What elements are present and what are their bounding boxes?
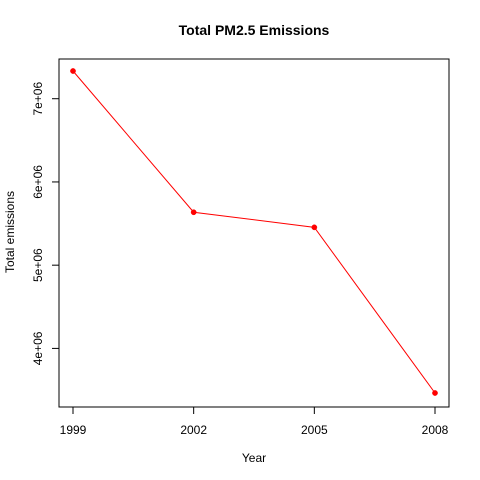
- x-axis: 1999 2002 2005 2008: [60, 406, 449, 437]
- series-line: [72, 70, 436, 394]
- chart-title: Total PM2.5 Emissions: [179, 22, 330, 38]
- x-tick-label: 2008: [422, 423, 449, 437]
- y-tick-label: 7e+06: [31, 82, 45, 116]
- x-tick-label: 2002: [180, 423, 207, 437]
- y-axis-label: Total emissions: [3, 191, 17, 273]
- series-layer: [70, 68, 438, 396]
- y-tick-label: 4e+06: [31, 331, 45, 365]
- data-point: [432, 390, 438, 396]
- y-axis: 4e+06 5e+06 6e+06 7e+06: [31, 82, 60, 365]
- x-tick-label: 1999: [60, 423, 87, 437]
- data-point: [190, 209, 197, 216]
- x-axis-label: Year: [242, 451, 266, 465]
- y-tick-label: 5e+06: [31, 248, 45, 282]
- x-tick-label: 2005: [301, 423, 328, 437]
- plot-area-frame: [58, 58, 450, 408]
- y-tick-label: 6e+06: [31, 165, 45, 199]
- data-point: [311, 224, 318, 231]
- data-point: [70, 68, 76, 74]
